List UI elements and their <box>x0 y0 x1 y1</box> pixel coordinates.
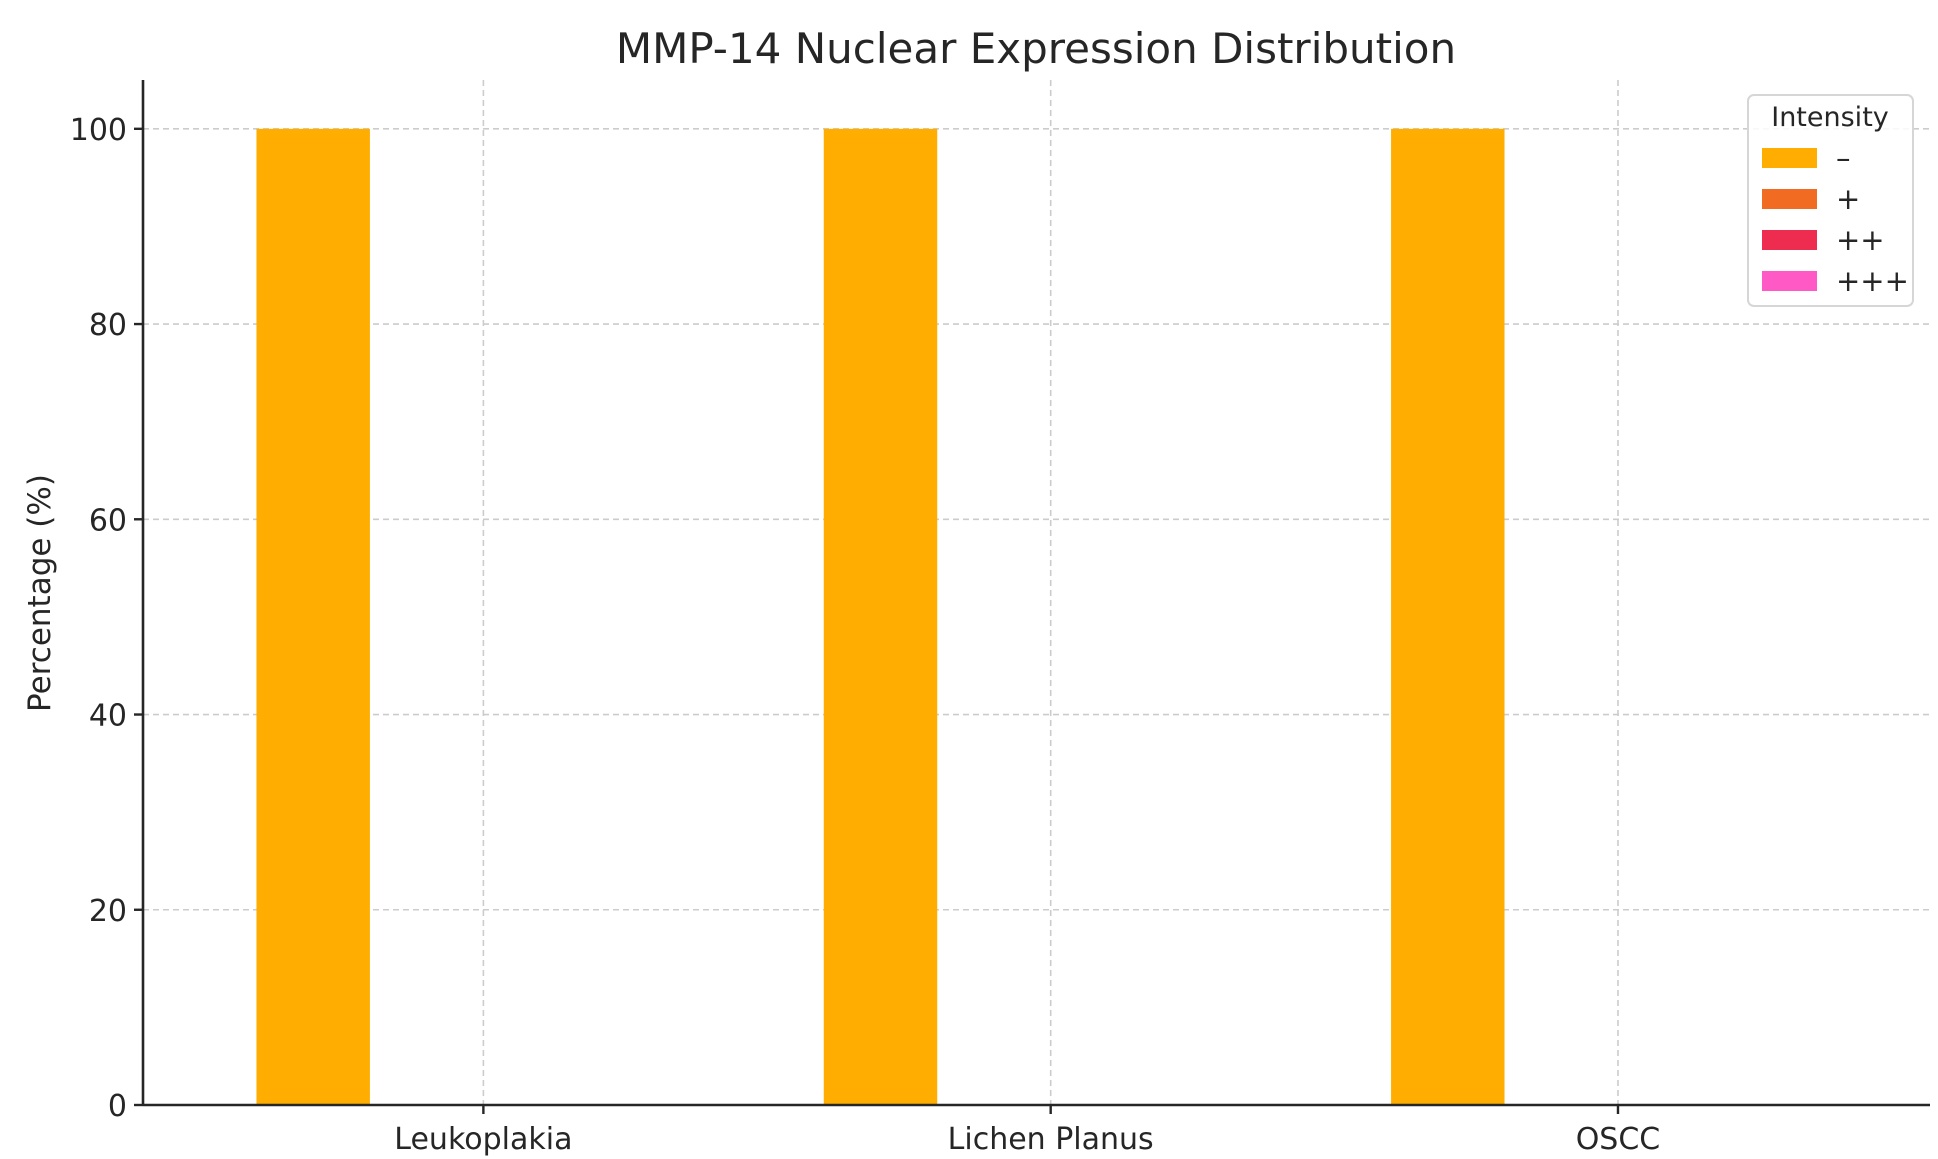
legend-label: + <box>1836 182 1860 216</box>
x-tick-label: OSCC <box>1576 1122 1661 1157</box>
legend-swatch <box>1762 189 1817 209</box>
bar <box>823 128 938 1106</box>
axes <box>141 80 1930 1107</box>
grid <box>143 80 1930 1106</box>
legend-items: –++++++ <box>1762 141 1909 298</box>
x-tick-label: Lichen Planus <box>948 1122 1154 1157</box>
legend-frame <box>1747 94 1914 307</box>
y-tick-label: 80 <box>89 308 127 343</box>
legend-swatch <box>1762 230 1817 250</box>
x-tick-label: Leukoplakia <box>394 1122 572 1157</box>
legend-swatch <box>1762 271 1817 291</box>
y-tick-label: 100 <box>70 113 127 148</box>
legend-title: Intensity <box>1771 102 1889 133</box>
y-tick-label: 60 <box>89 503 127 538</box>
y-ticks: 0 20 40 60 80 100 <box>70 113 143 1124</box>
chart-title: MMP-14 Nuclear Expression Distribution <box>616 24 1456 73</box>
bar <box>1391 128 1505 1106</box>
legend-label: ++ <box>1836 223 1885 257</box>
x-ticks: Leukoplakia Lichen Planus OSCC <box>394 1105 1660 1157</box>
y-tick-label: 20 <box>89 894 127 929</box>
legend-swatch <box>1762 148 1817 168</box>
y-tick-label: 0 <box>108 1089 127 1124</box>
y-tick-label: 40 <box>89 699 127 734</box>
bars <box>256 128 1505 1106</box>
bar <box>256 128 370 1106</box>
legend-label: +++ <box>1836 264 1909 298</box>
legend-label: – <box>1836 141 1851 175</box>
y-axis-label: Percentage (%) <box>22 474 58 712</box>
legend: Intensity –++++++ <box>1747 94 1914 307</box>
